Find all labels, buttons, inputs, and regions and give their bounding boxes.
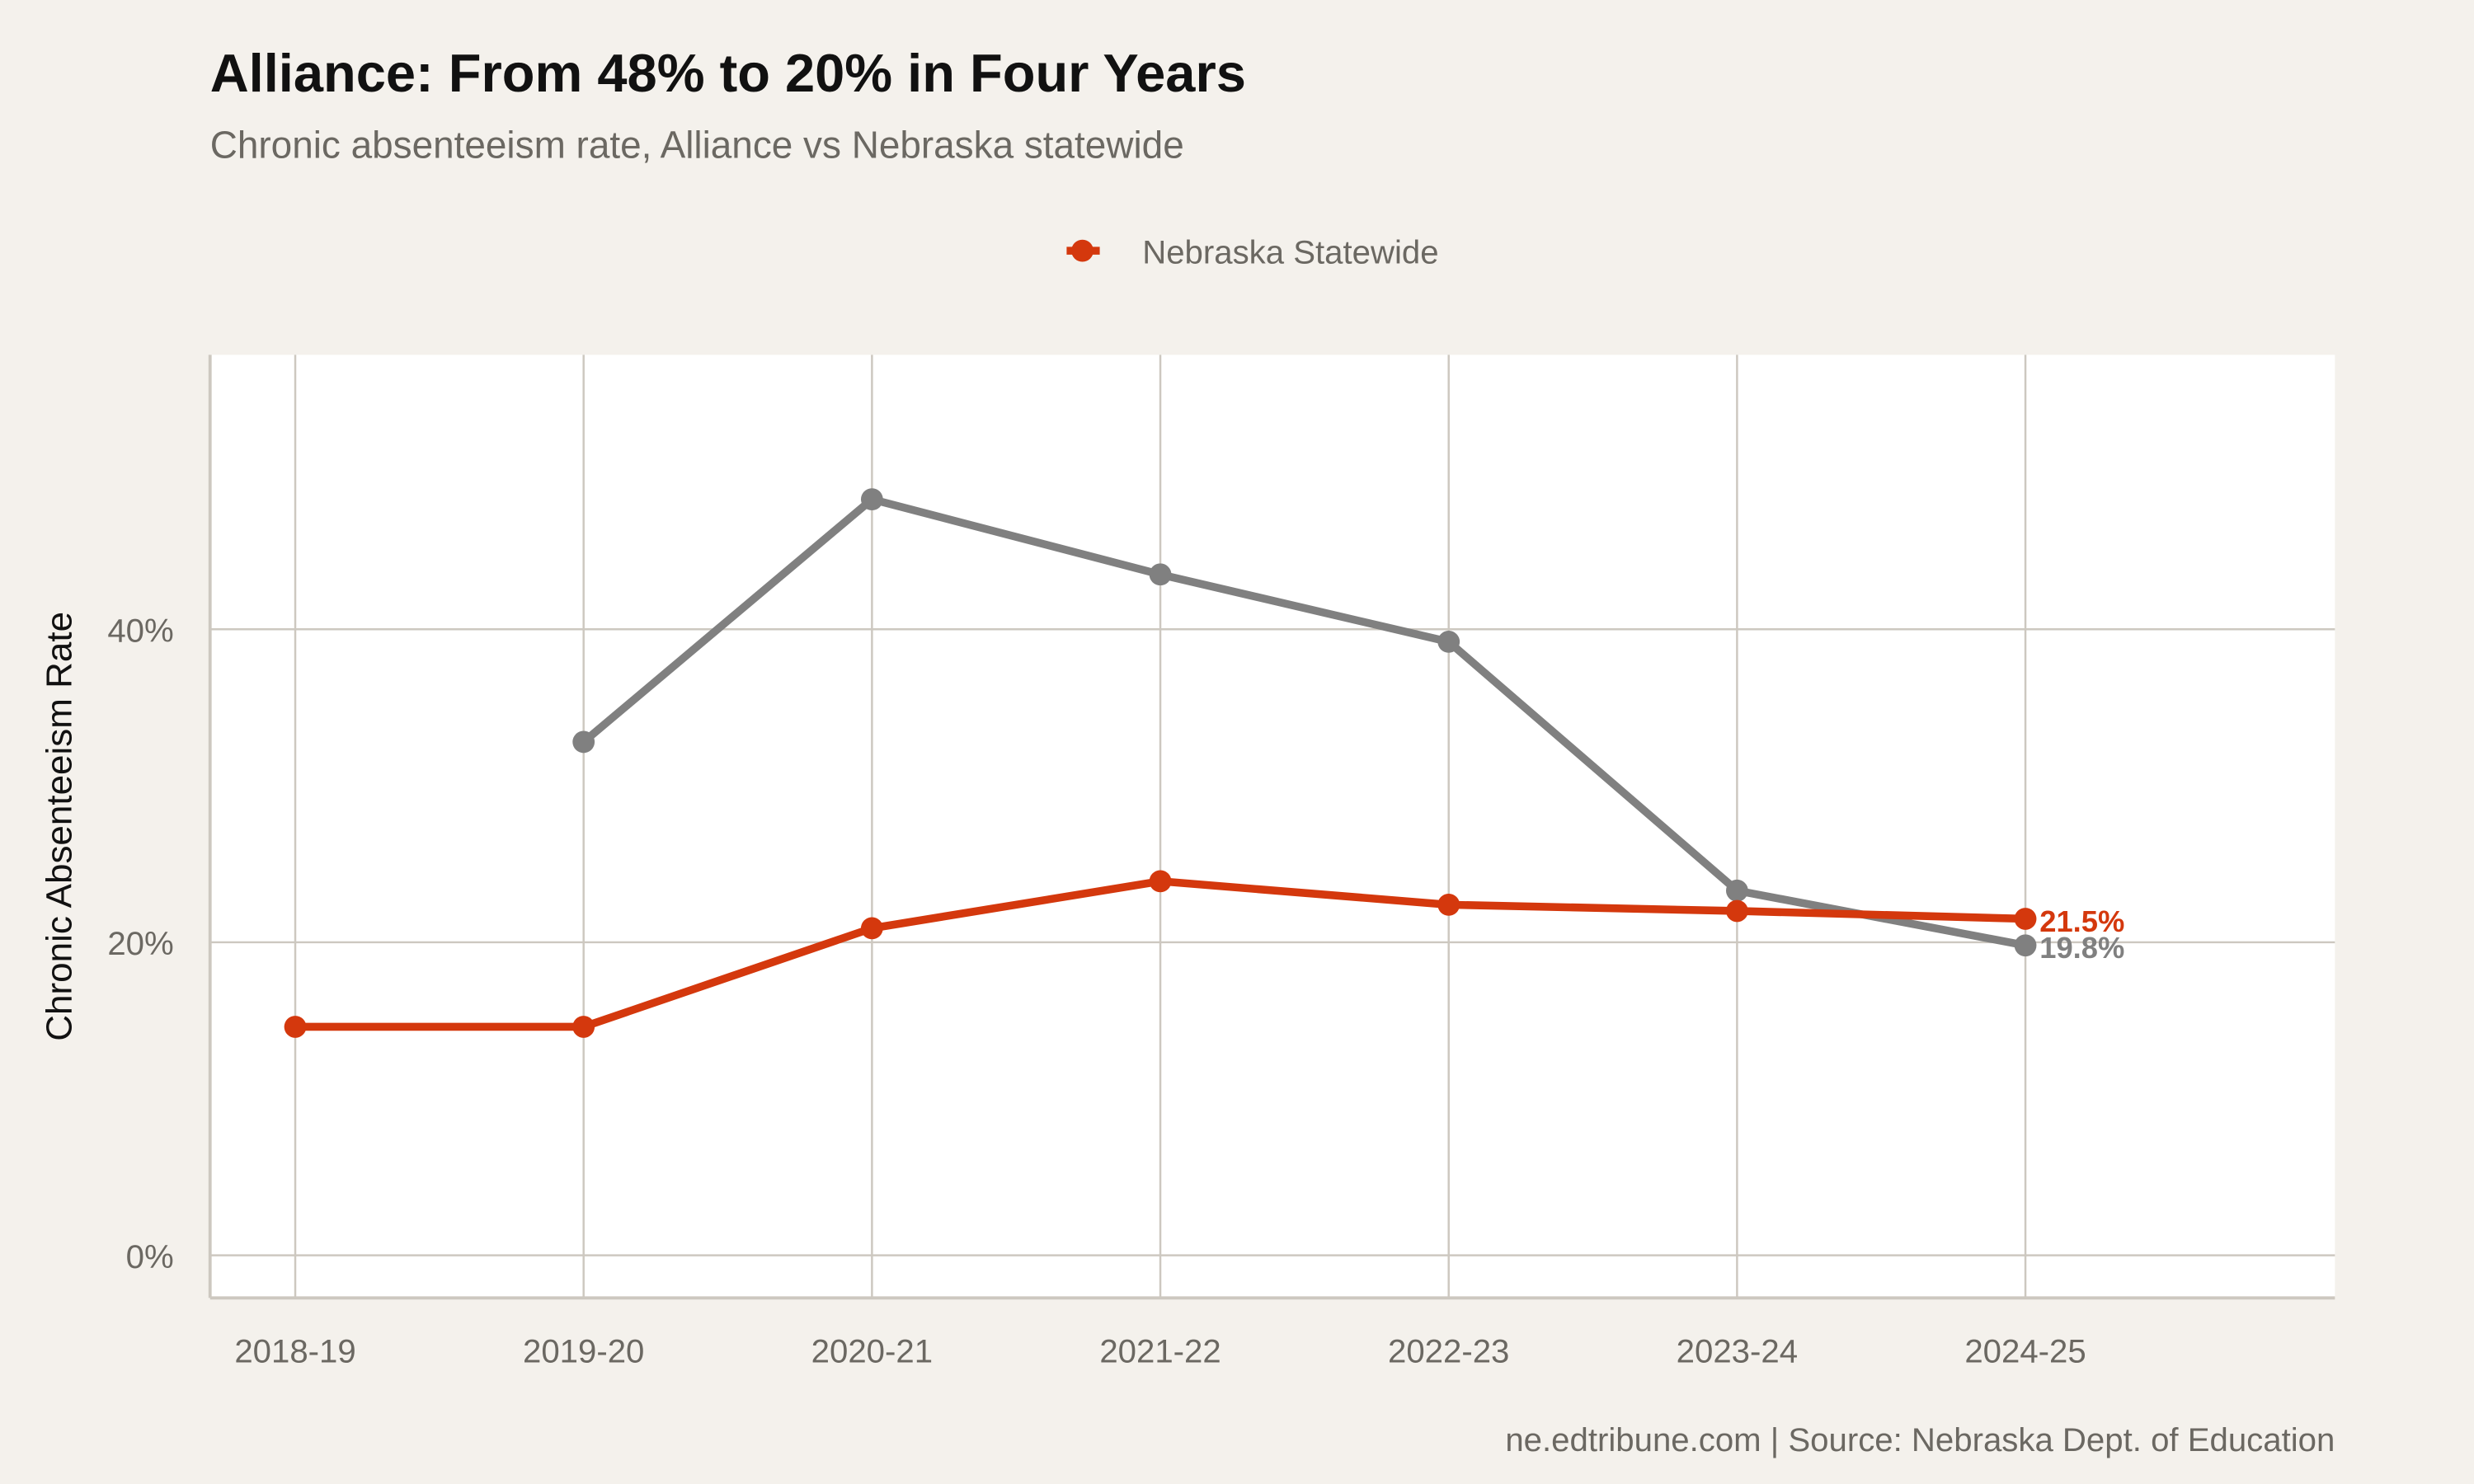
statewide-point — [2014, 908, 2037, 930]
y-tick-label: 40% — [107, 613, 173, 650]
statewide-point — [1725, 899, 1748, 923]
statewide-point — [572, 1016, 595, 1038]
x-tick-label: 2023-24 — [1677, 1333, 1798, 1370]
x-tick-label: 2021-22 — [1099, 1333, 1221, 1370]
x-tick-label: 2019-20 — [523, 1333, 644, 1370]
series-layer: 19.8%21.5% — [284, 488, 2124, 1038]
alliance-point — [1437, 631, 1460, 653]
legend-marker — [1071, 239, 1094, 262]
alliance-end-label: 19.8% — [2039, 931, 2124, 965]
alliance-point — [2014, 934, 2037, 957]
y-tick-label: 20% — [107, 925, 173, 962]
alliance-point — [1149, 563, 1172, 586]
y-axis-title: Chronic Absenteeism Rate — [39, 612, 79, 1041]
tick-labels: 2018-19 2019-20 2020-21 2021-22 2022-23 2023-… — [107, 613, 2086, 1370]
statewide-point — [1437, 893, 1460, 916]
plot-panel — [209, 355, 2335, 1298]
alliance-line — [581, 495, 2026, 950]
legend: Nebraska Statewide — [1066, 233, 1439, 270]
chart-subtitle: Chronic absenteeism rate, Alliance vs Ne… — [210, 123, 1184, 166]
statewide-point — [860, 917, 883, 940]
alliance-point — [1725, 879, 1748, 902]
x-tick-label: 2022-23 — [1388, 1333, 1509, 1370]
statewide-end-label: 21.5% — [2039, 904, 2124, 938]
statewide-point — [1149, 870, 1172, 893]
x-tick-label: 2018-19 — [234, 1333, 355, 1370]
x-tick-label: 2020-21 — [811, 1333, 933, 1370]
alliance-point — [572, 730, 595, 754]
alliance-point — [860, 488, 883, 511]
y-tick-label: 0% — [126, 1238, 174, 1275]
legend-label-statewide: Nebraska Statewide — [1142, 233, 1438, 270]
chart-title: Alliance: From 48% to 20% in Four Years — [210, 43, 1246, 103]
caption: ne.edtribune.com | Source: Nebraska Dept… — [1505, 1421, 2335, 1458]
statewide-point — [284, 1016, 307, 1038]
x-tick-label: 2024-25 — [1964, 1333, 2086, 1370]
gridlines — [209, 355, 2335, 1298]
